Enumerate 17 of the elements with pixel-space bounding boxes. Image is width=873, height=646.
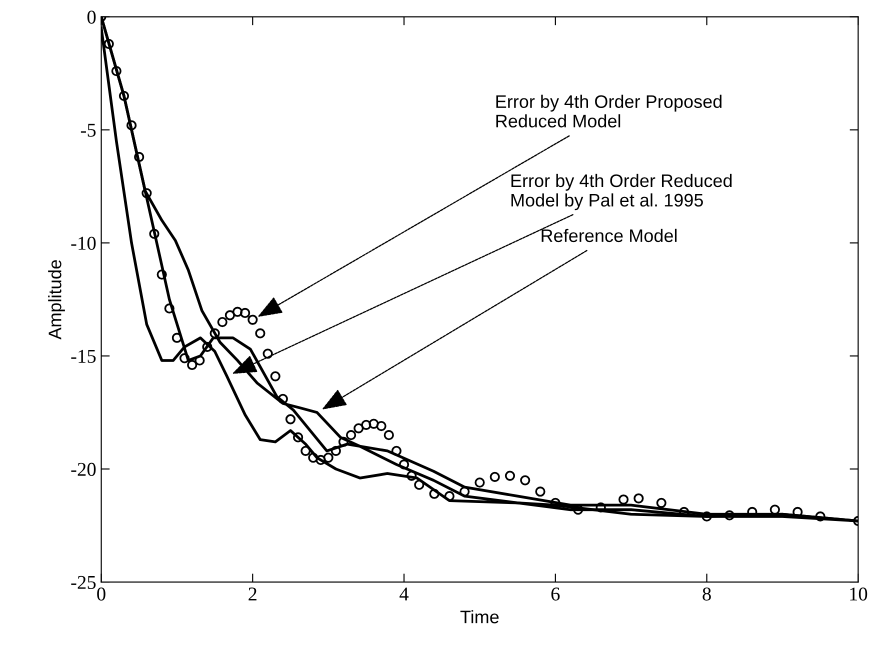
y-tick-label: -25 [71, 576, 96, 589]
annotation: Reference Model [542, 228, 677, 242]
annotation: Error by 4th Order Proposed Reduced Model [496, 94, 722, 128]
y-tick-label: -10 [71, 236, 96, 250]
y-tick-label: 0 [87, 10, 96, 24]
x-tick-label: 8 [702, 587, 711, 601]
x-tick-label: 4 [400, 588, 409, 600]
x-tick-label: 10 [850, 587, 868, 601]
y-tick-label: -20 [71, 462, 96, 476]
x-axis-title: Time [460, 610, 499, 624]
x-tick-label: 2 [248, 588, 256, 600]
y-tick-label: -15 [71, 350, 96, 363]
x-tick-label: 0 [97, 587, 106, 601]
y-tick-label: -5 [80, 124, 96, 137]
y-axis-title: Amplitude [48, 260, 65, 340]
annotation: Error by 4th Order Reduced Model by Pal et al. 1995 [511, 174, 732, 210]
x-tick-label: 6 [551, 588, 560, 601]
